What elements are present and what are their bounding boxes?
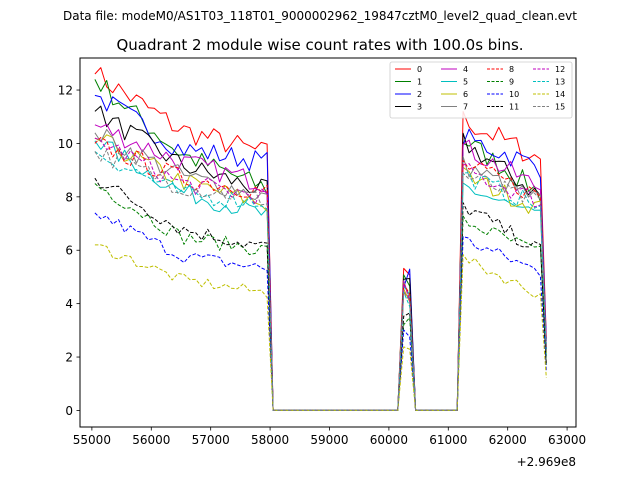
- legend-label-11: 11: [509, 103, 519, 112]
- x-tick-label: 63000: [548, 433, 586, 447]
- legend-label-10: 10: [509, 90, 519, 99]
- figure-suptitle: Data file: modeM0/AS1T03_118T01_90000029…: [63, 9, 577, 23]
- legend-label-12: 12: [555, 65, 565, 74]
- y-tick-label: 6: [65, 244, 73, 258]
- legend-label-3: 3: [417, 103, 422, 112]
- series-line-13: [94, 151, 547, 411]
- series-line-14: [94, 244, 547, 411]
- series-layer: [94, 67, 547, 411]
- series-line-9: [94, 183, 547, 411]
- legend-label-9: 9: [509, 78, 514, 87]
- x-axis-offset-label: +2.969e8: [517, 455, 576, 469]
- series-line-11: [94, 177, 547, 411]
- legend-label-8: 8: [509, 65, 514, 74]
- y-tick-label: 12: [58, 84, 73, 98]
- chart-title: Quadrant 2 module wise count rates with …: [116, 36, 524, 54]
- legend-label-5: 5: [463, 78, 468, 87]
- x-tick-label: 62000: [489, 433, 527, 447]
- x-tick-label: 55000: [73, 433, 111, 447]
- x-tick-label: 56000: [132, 433, 170, 447]
- x-tick-label: 58000: [251, 433, 289, 447]
- legend-label-7: 7: [463, 103, 468, 112]
- series-line-4: [94, 123, 547, 411]
- y-tick-label: 8: [65, 190, 73, 204]
- series-line-0: [94, 67, 547, 411]
- legend-label-2: 2: [417, 90, 422, 99]
- series-line-12: [94, 137, 547, 411]
- x-tick-label: 57000: [192, 433, 230, 447]
- legend-label-4: 4: [463, 65, 468, 74]
- legend-label-1: 1: [417, 78, 422, 87]
- y-tick-label: 0: [65, 404, 73, 418]
- series-line-3: [94, 105, 547, 411]
- axis-layer: 55000 56000 57000 58000 59000 60000 61000 62000…: [58, 84, 586, 469]
- y-tick-label: 2: [65, 351, 73, 365]
- plot-frame: [79, 57, 577, 428]
- x-tick-label: 61000: [429, 433, 467, 447]
- x-tick-label: 59000: [310, 433, 348, 447]
- x-tick-label: 60000: [370, 433, 408, 447]
- legend-label-14: 14: [555, 90, 565, 99]
- legend-box: [389, 61, 573, 119]
- legend-label-15: 15: [555, 103, 565, 112]
- legend-label-6: 6: [463, 90, 468, 99]
- series-line-1: [94, 79, 547, 411]
- legend-label-0: 0: [417, 65, 422, 74]
- series-line-15: [94, 149, 547, 411]
- series-line-6: [94, 134, 547, 411]
- y-tick-label: 4: [65, 297, 73, 311]
- legend-label-13: 13: [555, 78, 565, 87]
- series-line-10: [94, 212, 547, 411]
- y-tick-label: 10: [58, 137, 73, 151]
